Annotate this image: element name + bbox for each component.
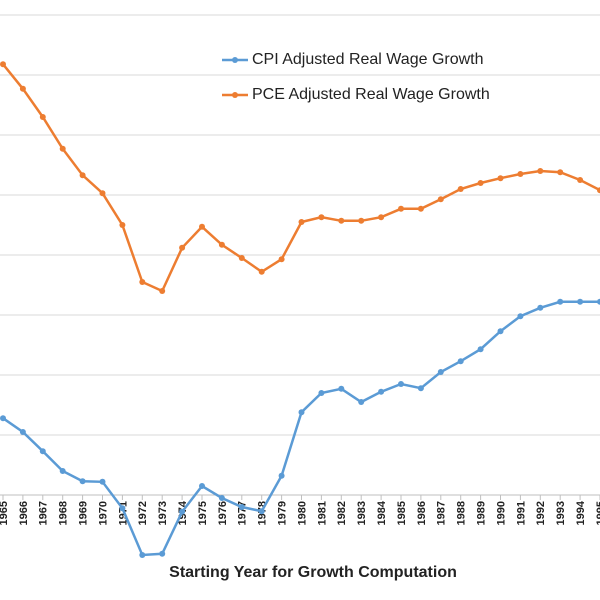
data-point xyxy=(278,256,285,263)
data-point xyxy=(0,61,6,68)
data-point xyxy=(517,171,524,177)
data-point xyxy=(59,145,66,152)
data-point xyxy=(258,268,265,275)
data-point xyxy=(119,222,126,228)
data-point xyxy=(318,214,325,221)
data-point xyxy=(79,478,86,485)
data-point xyxy=(477,346,484,353)
x-tick-label: 1976 xyxy=(217,501,229,525)
data-point xyxy=(99,190,106,197)
data-point xyxy=(39,448,46,455)
x-tick-label: 1990 xyxy=(495,501,507,525)
data-point xyxy=(358,217,365,224)
x-tick-label: 1981 xyxy=(316,501,328,525)
data-point xyxy=(577,177,584,183)
x-tick-label: 1972 xyxy=(137,501,149,525)
x-tick-label: 1985 xyxy=(396,501,408,525)
x-tick-label: 1969 xyxy=(78,501,90,525)
data-point xyxy=(99,478,106,485)
x-tick-label: 1968 xyxy=(58,501,70,525)
data-point xyxy=(238,255,245,261)
data-point xyxy=(477,180,484,186)
data-point xyxy=(119,505,126,512)
x-tick-label: 1982 xyxy=(336,501,348,525)
x-tick-label: 1995 xyxy=(595,501,600,525)
x-tick-label: 1993 xyxy=(555,501,567,525)
data-point xyxy=(398,205,404,212)
legend-marker xyxy=(232,92,238,98)
data-point xyxy=(557,298,564,305)
data-point xyxy=(537,304,544,311)
data-point xyxy=(457,358,464,365)
x-tick-label: 1965 xyxy=(0,501,10,525)
data-point xyxy=(398,381,404,387)
data-point xyxy=(218,241,225,248)
x-tick-label: 1975 xyxy=(197,501,209,525)
x-axis-title: Starting Year for Growth Computation xyxy=(169,564,457,581)
legend-label: PCE Adjusted Real Wage Growth xyxy=(252,86,490,103)
data-point xyxy=(497,175,504,182)
data-point xyxy=(378,214,385,221)
data-point xyxy=(19,429,26,435)
x-tick-label: 1986 xyxy=(416,501,428,525)
data-point xyxy=(358,399,365,405)
data-point xyxy=(39,114,46,120)
data-point xyxy=(139,552,146,558)
data-point xyxy=(199,223,205,230)
data-point xyxy=(597,187,600,194)
data-point xyxy=(338,385,345,392)
x-tick-label: 1992 xyxy=(535,501,547,525)
x-tick-label: 1979 xyxy=(277,501,289,525)
data-point xyxy=(199,483,205,489)
data-point xyxy=(159,288,166,294)
data-point xyxy=(0,415,6,422)
data-point xyxy=(258,508,265,515)
data-point xyxy=(19,85,26,92)
legend-marker xyxy=(232,57,238,63)
data-point xyxy=(139,279,146,285)
x-tick-label: 1967 xyxy=(38,501,50,525)
data-point xyxy=(417,385,424,392)
x-tick-label: 1987 xyxy=(436,501,448,525)
data-point xyxy=(437,196,444,203)
data-point xyxy=(298,219,305,225)
data-point xyxy=(159,550,166,557)
legend-label: CPI Adjusted Real Wage Growth xyxy=(252,51,484,68)
data-point xyxy=(278,472,285,479)
x-tick-label: 1970 xyxy=(97,501,109,525)
data-point xyxy=(577,298,584,305)
x-tick-label: 1966 xyxy=(18,501,30,525)
data-point xyxy=(338,217,345,224)
data-point xyxy=(557,169,564,176)
data-point xyxy=(417,205,424,212)
x-tick-label: 1984 xyxy=(376,500,388,525)
data-point xyxy=(318,390,325,396)
data-point xyxy=(79,172,86,179)
x-tick-label: 1980 xyxy=(296,501,308,525)
x-tick-label: 1994 xyxy=(575,500,587,525)
data-point xyxy=(378,388,385,395)
data-point xyxy=(179,244,186,251)
data-point xyxy=(218,495,225,501)
data-point xyxy=(517,313,524,320)
x-tick-label: 1988 xyxy=(456,501,468,525)
data-point xyxy=(457,186,464,192)
x-tick-label: 1991 xyxy=(515,501,527,525)
data-point xyxy=(238,504,245,510)
data-point xyxy=(298,409,305,416)
data-point xyxy=(437,369,444,375)
data-point xyxy=(179,508,186,515)
x-tick-label: 1989 xyxy=(476,501,488,525)
x-tick-label: 1983 xyxy=(356,501,368,525)
data-point xyxy=(59,468,66,474)
data-point xyxy=(537,168,544,174)
data-point xyxy=(497,328,504,335)
x-tick-label: 1973 xyxy=(157,501,169,525)
data-point xyxy=(597,298,600,305)
